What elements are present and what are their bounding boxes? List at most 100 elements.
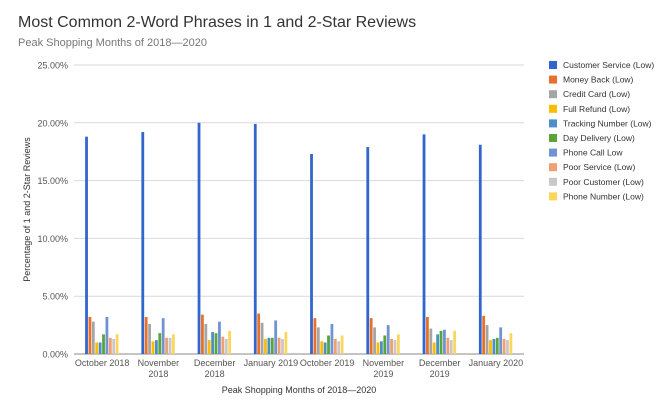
bar <box>108 337 112 354</box>
bar <box>214 333 218 354</box>
bar <box>141 132 145 354</box>
x-tick-label: November <box>363 358 405 368</box>
bar <box>98 342 102 354</box>
bar <box>316 327 320 354</box>
y-tick-label: 5.00% <box>42 292 68 302</box>
bar <box>449 340 453 354</box>
bar <box>366 147 370 354</box>
x-tick-label: January 2019 <box>244 358 299 368</box>
legend-swatch <box>549 192 557 201</box>
bar <box>201 314 204 354</box>
legend-label: Phone Call Low <box>563 148 623 158</box>
legend-swatch <box>549 177 557 186</box>
x-tick-label: October 2019 <box>300 358 355 368</box>
legend-label: Phone Number (Low) <box>563 191 644 201</box>
legend-swatch <box>549 134 557 142</box>
legend-swatch <box>549 104 557 113</box>
y-tick-label: 15.00% <box>37 176 68 186</box>
legend-swatch <box>549 90 557 99</box>
bar <box>102 334 105 354</box>
bar <box>257 313 261 354</box>
bar <box>270 337 274 354</box>
bar <box>426 317 429 354</box>
bar <box>396 334 400 354</box>
bar <box>485 325 489 354</box>
bar <box>323 342 327 354</box>
bar <box>379 341 383 354</box>
y-tick-label: 25.00% <box>37 61 68 71</box>
x-tick-label: October 2018 <box>75 358 130 368</box>
bar <box>482 315 486 354</box>
bar <box>115 334 119 354</box>
y-tick-label: 10.00% <box>37 234 68 244</box>
bar <box>492 338 496 354</box>
bar <box>432 342 436 354</box>
bar <box>436 334 440 354</box>
bar <box>509 333 513 354</box>
bar <box>337 341 341 354</box>
legend-label: Customer Service (Low) <box>563 60 654 70</box>
chart-title: Most Common 2-Word Phrases in 1 and 2-St… <box>18 14 417 31</box>
legend-swatch <box>549 75 557 84</box>
legend-label: Money Back (Low) <box>563 75 634 85</box>
legend-label: Day Delivery (Low) <box>563 133 635 143</box>
bar <box>218 321 221 354</box>
bar <box>453 330 457 354</box>
bar <box>429 328 433 354</box>
bar <box>478 144 482 354</box>
legend-label: Poor Customer (Low) <box>563 177 644 187</box>
bar <box>267 337 271 354</box>
x-tick-label: 2018 <box>205 369 225 379</box>
x-tick-label: 2019 <box>373 369 393 379</box>
bar <box>168 337 172 354</box>
chart-subtitle: Peak Shopping Months of 2018—2020 <box>18 37 207 49</box>
bar <box>154 340 158 354</box>
bar <box>112 338 116 354</box>
legend-swatch <box>549 148 557 157</box>
bar <box>340 335 344 354</box>
bar <box>422 134 426 354</box>
bar <box>171 334 175 354</box>
bar <box>284 332 288 354</box>
bar <box>228 330 232 354</box>
bar <box>105 317 109 354</box>
bar <box>144 317 148 354</box>
bar <box>383 335 387 354</box>
bar <box>495 337 499 354</box>
bar <box>376 342 380 354</box>
y-tick-label: 20.00% <box>37 118 68 128</box>
x-tick-label: December <box>194 358 236 368</box>
x-tick-label: December <box>419 358 461 368</box>
legend-label: Full Refund (Low) <box>563 104 630 114</box>
bar <box>148 323 151 354</box>
bar <box>393 340 397 354</box>
x-tick-label: 2019 <box>430 369 450 379</box>
x-tick-label: 2018 <box>148 369 168 379</box>
bar <box>224 338 228 354</box>
x-axis-label: Peak Shopping Months of 2018—2020 <box>222 385 377 395</box>
bar <box>327 335 330 354</box>
bar <box>277 337 281 354</box>
bar <box>310 154 313 354</box>
bar <box>253 123 257 355</box>
bar <box>264 338 267 354</box>
bar <box>502 338 506 354</box>
bar <box>506 340 509 354</box>
bar <box>207 340 211 354</box>
bar <box>88 317 92 354</box>
bar <box>330 323 334 354</box>
legend-label: Credit Card (Low) <box>563 89 630 99</box>
bar <box>446 337 450 354</box>
bar <box>439 330 443 354</box>
bar <box>161 318 165 354</box>
bar <box>369 318 373 354</box>
legend-swatch <box>549 119 557 128</box>
bar <box>260 322 264 354</box>
bar <box>95 342 99 354</box>
legend-label: Tracking Number (Low) <box>563 118 652 128</box>
bar <box>204 323 208 354</box>
bar <box>158 333 162 354</box>
bar <box>333 338 337 354</box>
legend-label: Poor Service (Low) <box>563 162 635 172</box>
